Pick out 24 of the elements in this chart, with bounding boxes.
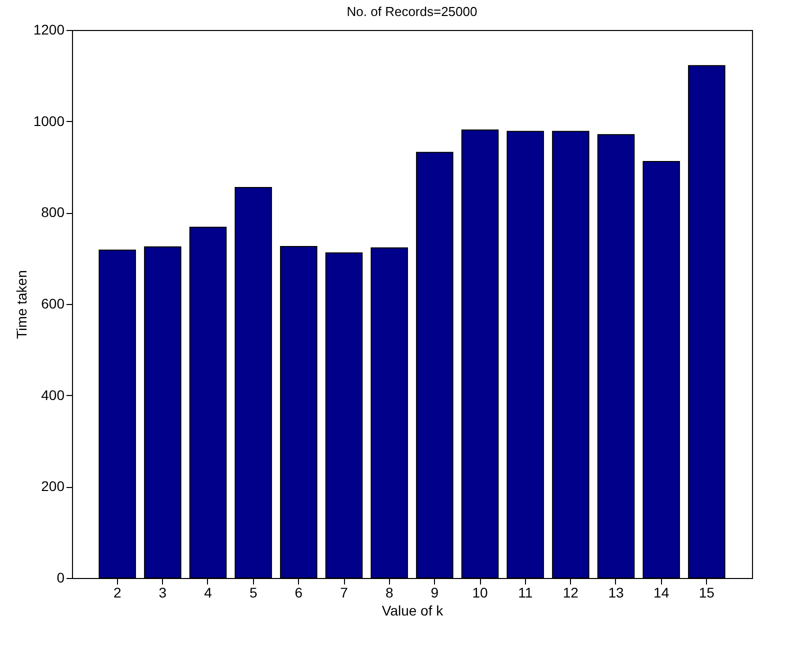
x-tick-label: 4 [204, 584, 212, 600]
x-tick-label: 7 [340, 584, 348, 600]
x-tick-label: 3 [158, 584, 167, 600]
x-tick-label: 13 [608, 584, 624, 600]
x-axis-title: Value of k [382, 602, 444, 618]
y-axis-title: Time taken [13, 270, 30, 339]
x-tick-label: 11 [518, 584, 533, 600]
x-tick-label: 8 [385, 584, 394, 600]
y-tick-label: 1000 [33, 112, 65, 129]
y-tick-label: 0 [56, 570, 65, 586]
x-tick-label: 5 [249, 584, 258, 600]
x-tick-label: 9 [430, 584, 439, 600]
x-tick-label: 12 [562, 584, 579, 600]
y-tick-label: 400 [41, 386, 65, 403]
x-tick-label: 14 [654, 584, 670, 600]
x-tick-label: 6 [294, 584, 303, 600]
y-tick-label: 600 [41, 296, 65, 312]
x-tick-label: 10 [472, 584, 488, 600]
x-tick-label: 15 [698, 584, 715, 600]
y-tick-label: 1200 [33, 22, 65, 38]
chart-title: No. of Records=25000 [346, 4, 478, 19]
y-tick-label: 200 [41, 478, 65, 494]
x-tick-label: 2 [113, 584, 122, 600]
y-tick-label: 800 [41, 204, 65, 220]
